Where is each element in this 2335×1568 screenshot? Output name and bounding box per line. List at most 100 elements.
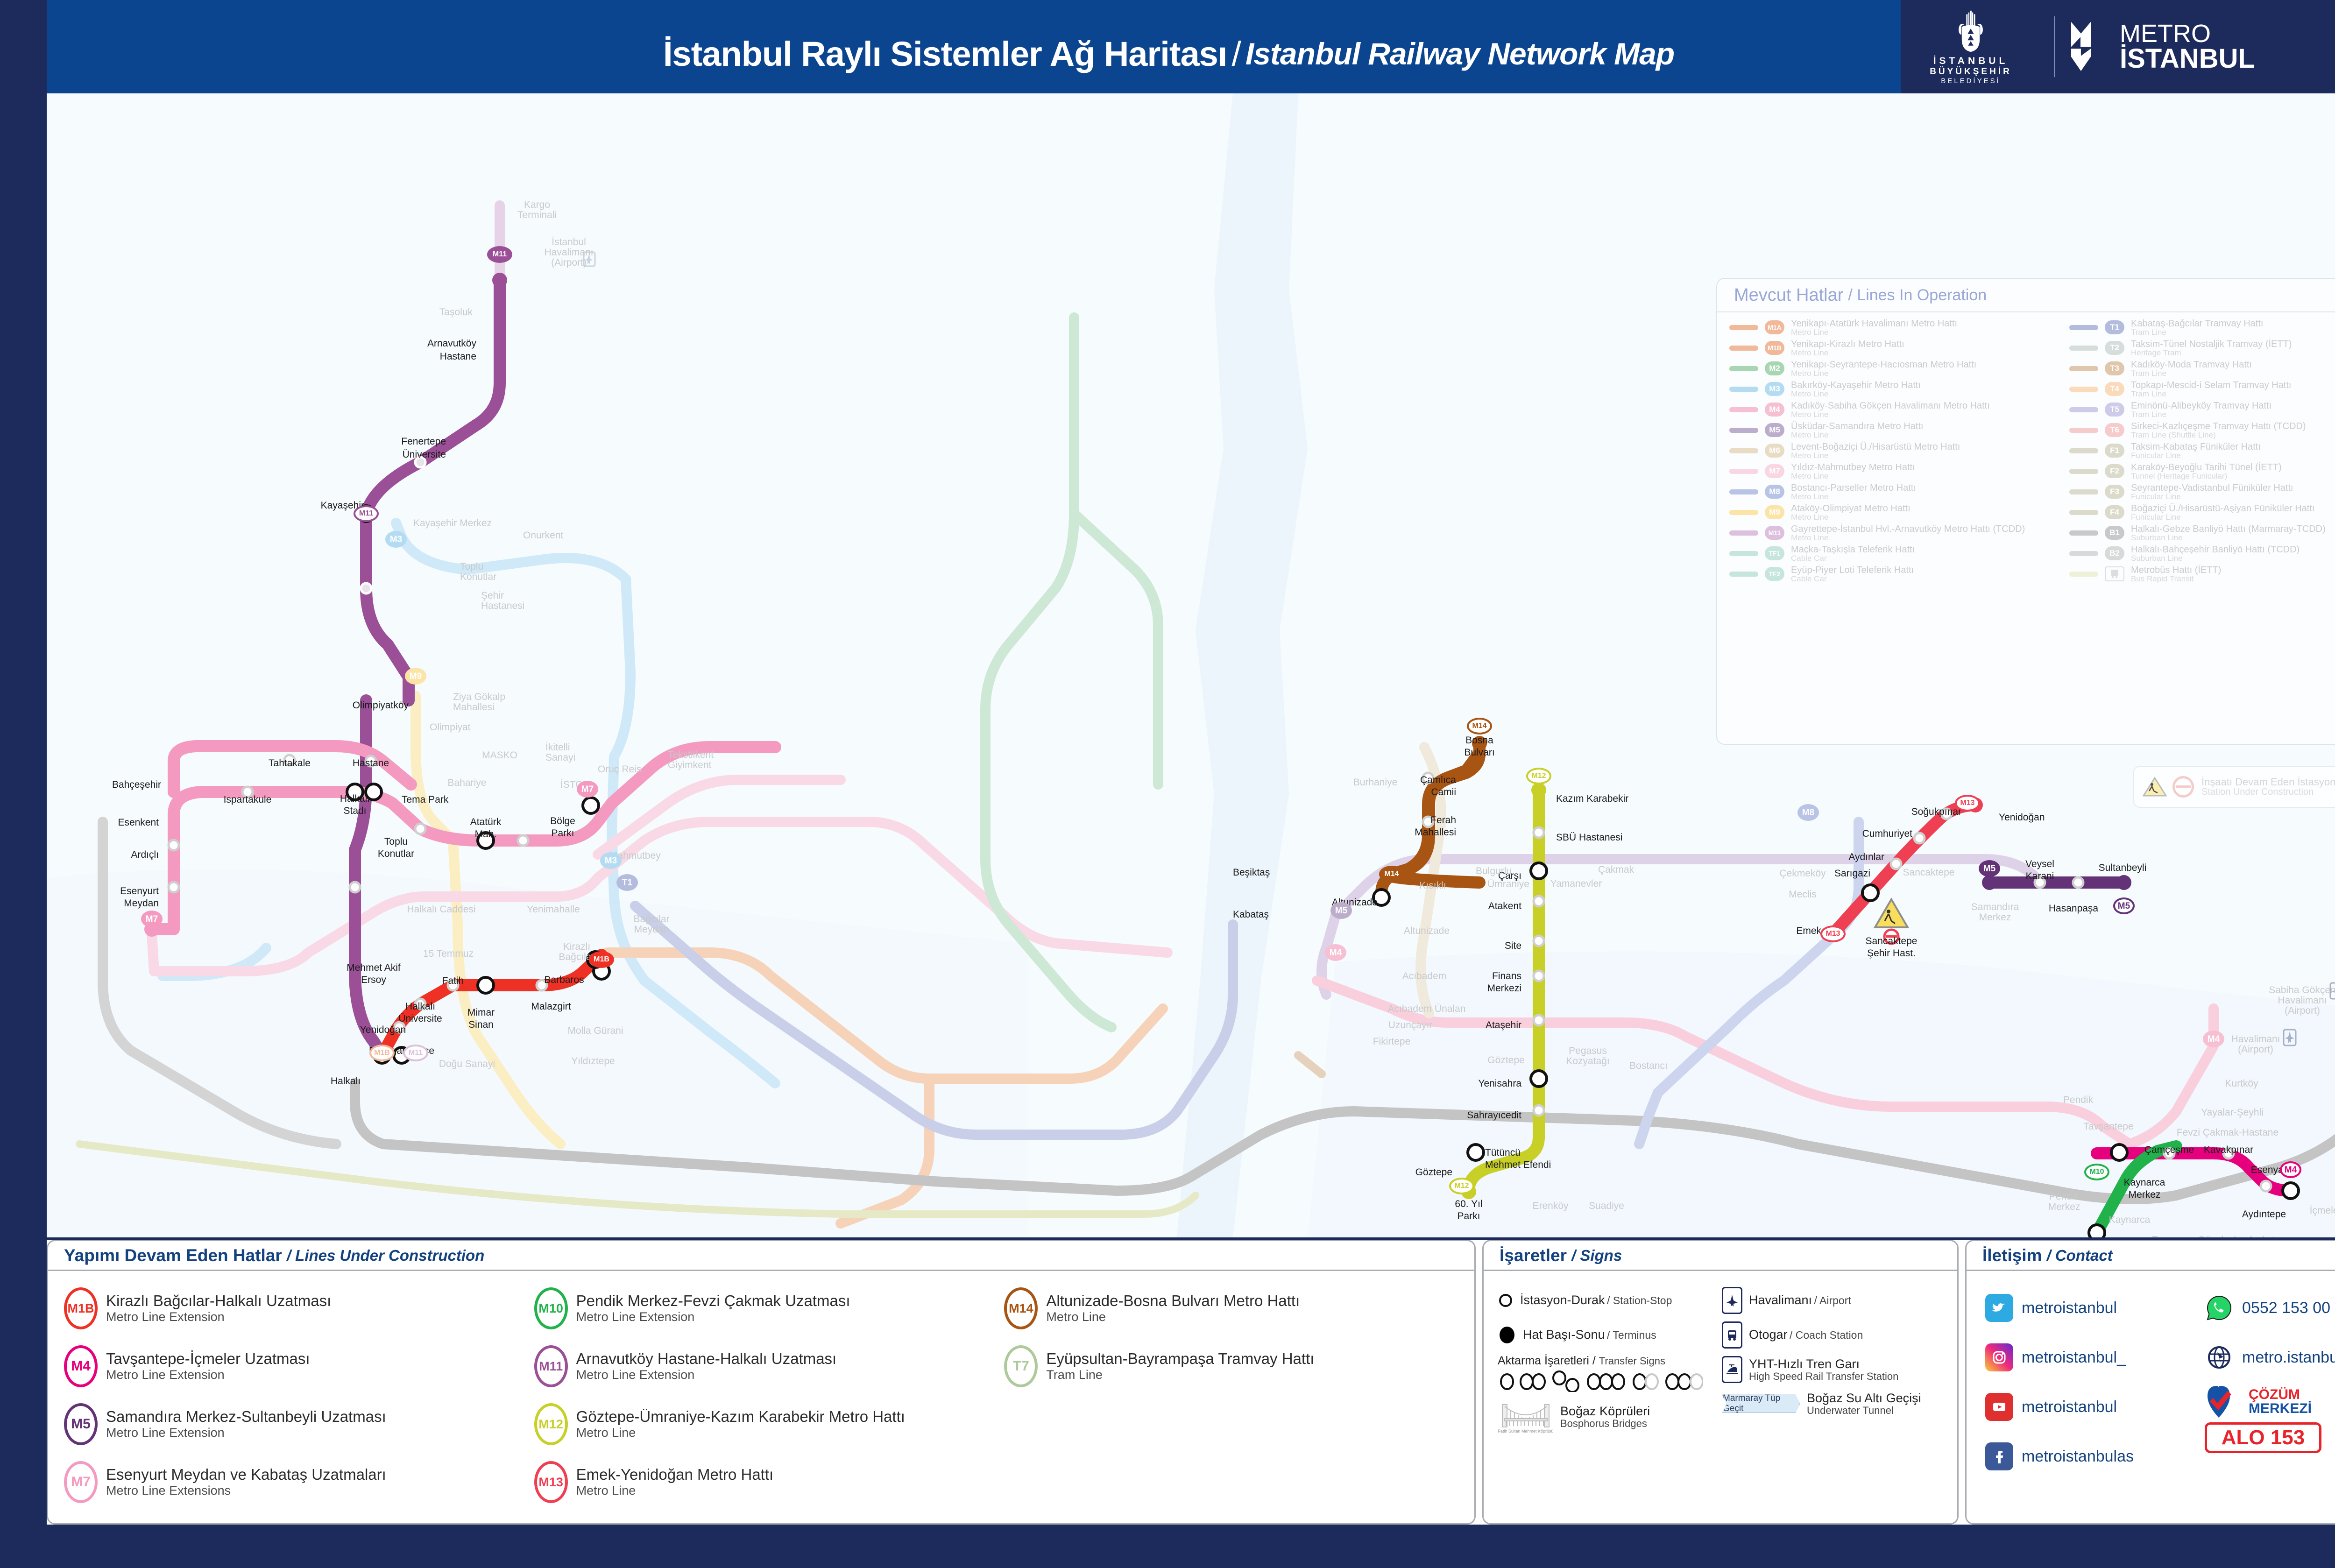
uc-item-t7[interactable]: T7 Eyüpsultan-Bayrampaşa Tramvay Hattı Tra… [1004,1337,1474,1395]
legend-row-m6[interactable]: M6 Levent-Boğaziçi Ü./Hisarüstü Metro Hat… [1729,440,2052,461]
legend-row-m5[interactable]: M5 Üsküdar-Samandıra Metro Hattı Metro Lin… [1729,420,2052,440]
legend-line-type: Tram Line [2131,389,2166,398]
uc-item-m11[interactable]: M11 Arnavutköy Hastane-Halkalı Uzatması Me… [534,1337,1005,1395]
legend-row-m2[interactable]: M2 Yenikapı-Seyrantepe-Hacıosman Metro Ha… [1729,358,2052,379]
line-bullet-m10[interactable]: M10 [2084,1164,2109,1180]
line-bullet-m7[interactable]: M7 [141,911,163,927]
legend-row-t2[interactable]: T2 Taksim-Tünel Nostaljik Tramvay (İETT) H… [2069,338,2335,358]
legend-row-f2[interactable]: F2 Karaköy-Beyoğlu Tarihi Tünel (İETT) Tun… [2069,461,2335,481]
station-label: Çakmak [1598,864,1634,875]
legend-row-t3[interactable]: T3 Kadıköy-Moda Tramvay Hattı Tram Line [2069,358,2335,379]
line-bullet-m7[interactable]: M7 [577,781,598,798]
legend-row-tf1[interactable]: TF1 Maçka-Taşkışla Teleferik Hattı Cable C… [1729,543,2052,564]
legend-row-m8[interactable]: M8 Bostancı-Parseller Metro Hattı Metro Li… [1729,481,2052,502]
line-bullet-m4[interactable]: M4 [2203,1031,2224,1047]
legend-row-b1[interactable]: B1 Halkalı-Gebze Banliyö Hattı (Marmaray-… [2069,523,2335,543]
legend-row-m4[interactable]: M4 Kadıköy-Sabiha Gökçen Havalimanı Metro… [1729,399,2052,420]
uc-item-m13[interactable]: M13 Emek-Yenidoğan Metro Hattı Metro Line [534,1453,1005,1511]
legend-color-swatch [2069,345,2098,351]
legend-color-swatch [2069,530,2098,536]
legend-color-swatch [2069,325,2098,330]
legend-line-type: Suburban Line [2131,533,2183,542]
uc-line-name: Samandıra Merkez-Sultanbeyli Uzatması [106,1408,386,1426]
line-bullet-m1b[interactable]: M1B [369,1045,395,1061]
legend-row-m9[interactable]: M9 Ataköy-Olimpiyat Metro Hattı Metro Line [1729,502,2052,523]
legend-row-m3[interactable]: M3 Bakırköy-Kayaşehir Metro Hattı Metro Li… [1729,379,2052,399]
uc-item-m7[interactable]: M7 Esenyurt Meydan ve Kabataş Uzatmaları M… [64,1453,534,1511]
legend-row-m11[interactable]: M11 Gayrettepe-İstanbul Hvl.-Arnavutköy M… [1729,523,2052,543]
legend-row-t5[interactable]: T5 Eminönü-Alibeyköy Tramvay Hattı Tram Li… [2069,399,2335,420]
legend-row-b2[interactable]: B2 Halkalı-Bahçeşehir Banliyö Hattı (TCDD… [2069,543,2335,564]
station-label: Fenertepe [401,436,446,447]
legend-row-tf2[interactable]: TF2 Eyüp-Piyer Loti Teleferik Hattı Cable … [1729,564,2052,584]
uc-item-m10[interactable]: M10 Pendik Merkez-Fevzi Çakmak Uzatması Me… [534,1279,1005,1337]
contact-panel[interactable]: İletişim / Contact metroistanbul [1965,1240,2335,1525]
uc-item-m1b[interactable]: M1B Kirazlı Bağcılar-Halkalı Uzatması Metr… [64,1279,534,1337]
line-bullet-m5[interactable]: M5 [1330,902,1352,919]
legend-line-badge: M5 [1765,423,1784,437]
station-label: İkitelli [545,742,570,753]
line-bullet-t1[interactable]: T1 [616,874,638,891]
lines-in-operation-legend[interactable]: Mevcut Hatlar / Lines In Operation M1A Ye… [1716,278,2335,745]
legend-row-f4[interactable]: F4 Boğaziçi Ü./Hisarüstü-Aşiyan Füniküler… [2069,502,2335,523]
station-label: Meclis [1789,889,1817,900]
contact-facebook[interactable]: metroistanbulas [1985,1432,2205,1481]
line-bullet-m11[interactable]: M11 [354,505,379,522]
contact-website[interactable]: metro.istanbul [2205,1333,2335,1382]
bridges-en: Bosphorus Bridges [1560,1417,1647,1429]
line-bullet-m11[interactable]: M11 [403,1045,428,1061]
legend-row-m1a[interactable]: M1A Yenikapı-Atatürk Havalimanı Metro Hat… [1729,317,2052,338]
line-bullet-m4[interactable]: M4 [2280,1161,2301,1178]
cozum-merkezi-block[interactable]: ÇÖZÜM MERKEZİ ALO 153 [2205,1384,2335,1453]
uc-panel-header: Yapımı Devam Eden Hatlar / Lines Under C… [48,1241,1474,1271]
line-bullet-m8[interactable]: M8 [1797,804,1819,821]
station-label: Hastanesi [481,600,525,611]
alo-153-badge[interactable]: ALO 153 [2205,1422,2321,1453]
station-label: Mahallesi [453,702,495,713]
legend-row-m1b[interactable]: M1B Yenikapı-Kirazlı Metro Hattı Metro Lin… [1729,338,2052,358]
page-title-en: Istanbul Railway Network Map [1245,36,1675,71]
sign-coach-station: Otogar / Coach Station [1722,1318,1955,1352]
station-label: Havalimanı [2231,1034,2280,1045]
network-map-canvas[interactable]: Arnavutköy Hastane Fenertepe Üniversite Kaya… [47,93,2335,1237]
legend-row-m7[interactable]: M7 Yıldız-Mahmutbey Metro Hattı Metro Line [1729,461,2052,481]
line-bullet-m13[interactable]: M13 [1955,795,1980,812]
station-label: Hastane [352,758,389,769]
legend-row-bus[interactable]: Metrobüs Hattı (İETT) Bus Rapid Transit [2069,564,2335,584]
station-label: Şehir Hast. [1867,948,1916,959]
line-bullet-m5[interactable]: M5 [2113,897,2135,914]
line-bullet-m9[interactable]: M9 [405,668,426,685]
line-bullet-m5[interactable]: M5 [1979,860,2000,877]
lines-under-construction-panel[interactable]: Yapımı Devam Eden Hatlar / Lines Under C… [47,1240,1476,1525]
line-bullet-m12[interactable]: M12 [1449,1178,1474,1194]
station-label: Güzelyalı [2198,1235,2239,1237]
uc-item-m5[interactable]: M5 Samandıra Merkez-Sultanbeyli Uzatması M… [64,1395,534,1453]
line-bullet-m14[interactable]: M14 [1379,866,1404,883]
legend-row-t6[interactable]: T6 Sirkeci-Kazlıçeşme Tramvay Hattı (TCDD… [2069,420,2335,440]
line-bullet-m12[interactable]: M12 [1526,768,1551,784]
contact-instagram[interactable]: metroistanbul_ [1985,1333,2205,1382]
station-label: Sabiha Gökçen [2269,985,2335,996]
station-label: Merkez [1979,912,2011,923]
legend-line-text: Maçka-Taşkışla Teleferik Hattı Cable Car [1791,545,1915,562]
contact-youtube[interactable]: metroistanbul [1985,1382,2205,1432]
legend-row-f1[interactable]: F1 Taksim-Kabataş Füniküler Hattı Funicula… [2069,440,2335,461]
legend-row-t4[interactable]: T4 Topkapı-Mescid-i Selam Tramvay Hattı Tr… [2069,379,2335,399]
uc-item-m12[interactable]: M12 Göztepe-Ümraniye-Kazım Karabekir Metr… [534,1395,1005,1453]
line-bullet-m14[interactable]: M14 [1467,718,1492,735]
line-bullet-m11[interactable]: M11 [487,246,512,263]
line-bullet-m3[interactable]: M3 [385,531,407,548]
station-label: Sinan [468,1019,494,1030]
uc-item-m4[interactable]: M4 Tavşantepe-İçmeler Uzatması Metro Line … [64,1337,534,1395]
line-bullet-m3[interactable]: M3 [600,852,622,869]
signs-panel[interactable]: İşaretler / Signs İstasyon-Durak [1482,1240,1959,1525]
line-bullet-m1b[interactable]: M1B [589,951,614,968]
contact-whatsapp[interactable]: 0552 153 00 34 [2205,1283,2335,1333]
line-bullet-m4[interactable]: M4 [1325,944,1346,961]
legend-row-f3[interactable]: F3 Seyrantepe-Vadistanbul Füniküler Hattı… [2069,481,2335,502]
station-label: Göztepe [1487,1055,1525,1066]
legend-row-t1[interactable]: T1 Kabataş-Bağcılar Tramvay Hattı Tram Lin… [2069,317,2335,338]
uc-item-m14[interactable]: M14 Altunizade-Bosna Bulvarı Metro Hattı M… [1004,1279,1474,1337]
line-bullet-m13[interactable]: M13 [1820,925,1846,942]
contact-twitter[interactable]: metroistanbul [1985,1283,2205,1333]
